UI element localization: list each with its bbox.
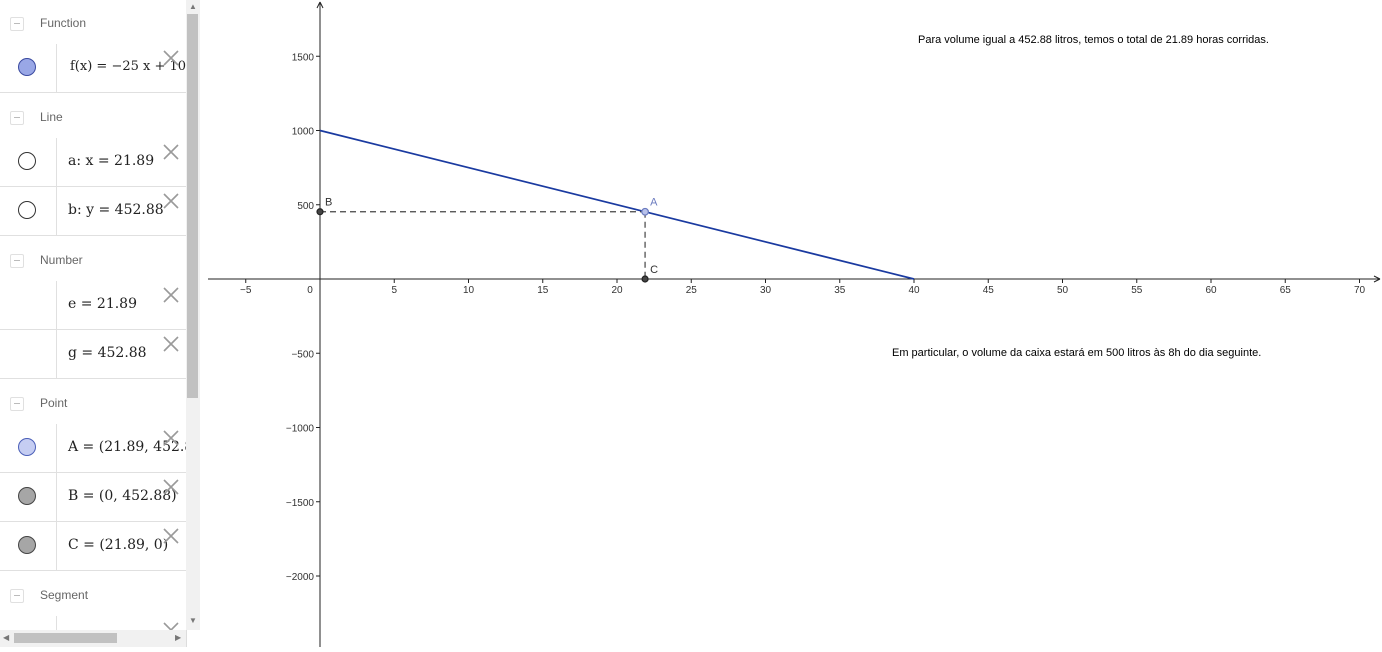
marble-cell bbox=[0, 424, 57, 472]
item-definition[interactable]: B = (0, 452.88) bbox=[68, 488, 177, 504]
close-icon[interactable] bbox=[162, 429, 180, 447]
scrollbar-thumb[interactable] bbox=[14, 633, 117, 643]
marble-cell bbox=[0, 473, 57, 521]
algebra-item-g[interactable]: g = 452.88 bbox=[0, 330, 186, 379]
close-icon[interactable] bbox=[162, 335, 180, 353]
category-label: Line bbox=[40, 110, 63, 124]
x-tick-label: 10 bbox=[463, 285, 475, 296]
x-tick-label: 60 bbox=[1205, 285, 1217, 296]
category-function[interactable]: Function bbox=[0, 0, 186, 47]
x-tick-label: −5 bbox=[240, 285, 252, 296]
algebra-item-C[interactable]: C = (21.89, 0) bbox=[0, 522, 186, 571]
marble-cell bbox=[0, 330, 57, 378]
x-axis-arrow-icon bbox=[1373, 275, 1381, 283]
algebra-item-A[interactable]: A = (21.89, 452.88) bbox=[0, 424, 186, 473]
category-line[interactable]: Line bbox=[0, 94, 186, 141]
collapse-icon[interactable] bbox=[10, 589, 24, 603]
point-label-A: A bbox=[650, 197, 658, 209]
category-label: Point bbox=[40, 396, 68, 410]
category-point[interactable]: Point bbox=[0, 380, 186, 427]
point-C[interactable] bbox=[641, 275, 649, 283]
y-tick-label: −500 bbox=[291, 349, 314, 360]
visibility-toggle-icon[interactable] bbox=[18, 438, 36, 456]
function-graph[interactable] bbox=[319, 129, 915, 280]
point-A[interactable] bbox=[641, 207, 649, 216]
algebra-item-a[interactable]: a: x = 21.89 bbox=[0, 138, 186, 187]
close-icon[interactable] bbox=[162, 478, 180, 496]
collapse-icon[interactable] bbox=[10, 397, 24, 411]
scroll-down-icon[interactable]: ▼ bbox=[189, 616, 197, 625]
close-icon[interactable] bbox=[162, 143, 180, 161]
item-definition[interactable]: g = 452.88 bbox=[68, 345, 147, 361]
category-label: Function bbox=[40, 16, 87, 30]
close-icon[interactable] bbox=[162, 192, 180, 210]
marble-cell bbox=[0, 44, 57, 92]
close-icon[interactable] bbox=[162, 286, 180, 304]
y-axis-arrow-icon bbox=[316, 1, 324, 9]
marble-cell bbox=[0, 522, 57, 570]
point-label-C: C bbox=[650, 264, 658, 276]
text-annotation-bottom[interactable]: Em particular, o volume da caixa estará … bbox=[892, 347, 1262, 359]
x-tick-label: 35 bbox=[834, 285, 846, 296]
item-definition[interactable]: b: y = 452.88 bbox=[68, 202, 164, 218]
coordinate-plane[interactable]: −5 0 5 10 15 20 25 30 35 40 45 50 55 60 65 70 1500 1000 50… bbox=[200, 0, 1382, 647]
item-definition[interactable]: C = (21.89, 0) bbox=[68, 537, 169, 553]
category-label: Number bbox=[40, 253, 83, 267]
vertical-scrollbar[interactable]: ▲ ▼ bbox=[186, 0, 200, 630]
y-tick-label: 1000 bbox=[292, 127, 315, 138]
y-tick-label: −1000 bbox=[286, 424, 315, 435]
scroll-up-icon[interactable]: ▲ bbox=[189, 2, 197, 11]
algebra-item-e[interactable]: e = 21.89 bbox=[0, 281, 186, 330]
collapse-icon[interactable] bbox=[10, 111, 24, 125]
close-icon[interactable] bbox=[162, 49, 180, 67]
x-tick-label: 0 bbox=[307, 285, 313, 296]
collapse-icon[interactable] bbox=[10, 254, 24, 268]
item-definition[interactable]: a: x = 21.89 bbox=[68, 153, 155, 169]
visibility-toggle-icon[interactable] bbox=[18, 201, 36, 219]
visibility-toggle-icon[interactable] bbox=[18, 536, 36, 554]
marble-cell bbox=[0, 281, 57, 329]
scroll-left-icon[interactable]: ◀ bbox=[3, 633, 10, 642]
x-tick-label: 45 bbox=[983, 285, 995, 296]
algebra-view: Function f(x) = −25 x + 1000 Line a: x =… bbox=[0, 0, 187, 647]
scrollbar-thumb[interactable] bbox=[187, 14, 198, 398]
category-label: Segment bbox=[40, 588, 89, 602]
item-definition[interactable]: e = 21.89 bbox=[68, 296, 137, 312]
x-tick-label: 65 bbox=[1280, 285, 1292, 296]
algebra-item-f[interactable]: f(x) = −25 x + 1000 bbox=[0, 44, 186, 93]
visibility-toggle-icon[interactable] bbox=[18, 152, 36, 170]
graphics-view[interactable]: −5 0 5 10 15 20 25 30 35 40 45 50 55 60 65 70 1500 1000 50… bbox=[200, 0, 1382, 647]
horizontal-scrollbar[interactable]: ◀ ▶ bbox=[0, 630, 186, 647]
algebra-item-B[interactable]: B = (0, 452.88) bbox=[0, 473, 186, 522]
category-segment[interactable]: Segment bbox=[0, 572, 186, 619]
visibility-toggle-icon[interactable] bbox=[18, 58, 36, 76]
point-B[interactable] bbox=[316, 208, 324, 216]
y-tick-label: −1500 bbox=[286, 498, 315, 509]
x-tick-label: 15 bbox=[537, 285, 549, 296]
visibility-toggle-icon[interactable] bbox=[18, 487, 36, 505]
marble-cell bbox=[0, 138, 57, 186]
x-tick-label: 50 bbox=[1057, 285, 1069, 296]
algebra-item-b[interactable]: b: y = 452.88 bbox=[0, 187, 186, 236]
y-tick-label: 500 bbox=[297, 201, 314, 212]
collapse-icon[interactable] bbox=[10, 17, 24, 31]
x-tick-label: 40 bbox=[908, 285, 920, 296]
x-tick-label: 70 bbox=[1354, 285, 1366, 296]
scroll-right-icon[interactable]: ▶ bbox=[175, 633, 182, 642]
x-tick-label: 5 bbox=[391, 285, 397, 296]
x-tick-label: 55 bbox=[1131, 285, 1143, 296]
category-number[interactable]: Number bbox=[0, 237, 186, 284]
x-tick-label: 30 bbox=[760, 285, 772, 296]
close-icon[interactable] bbox=[162, 527, 180, 545]
x-tick-label: 25 bbox=[686, 285, 698, 296]
item-definition[interactable]: A = (21.89, 452.88) bbox=[68, 439, 186, 455]
text-annotation-top[interactable]: Para volume igual a 452.88 litros, temos… bbox=[918, 34, 1269, 46]
y-tick-label: 1500 bbox=[292, 52, 315, 63]
y-tick-label: −2000 bbox=[286, 572, 315, 583]
x-tick-label: 20 bbox=[611, 285, 623, 296]
item-definition[interactable]: f(x) = −25 x + 1000 bbox=[70, 59, 186, 74]
marble-cell bbox=[0, 187, 57, 235]
point-label-B: B bbox=[325, 197, 332, 209]
